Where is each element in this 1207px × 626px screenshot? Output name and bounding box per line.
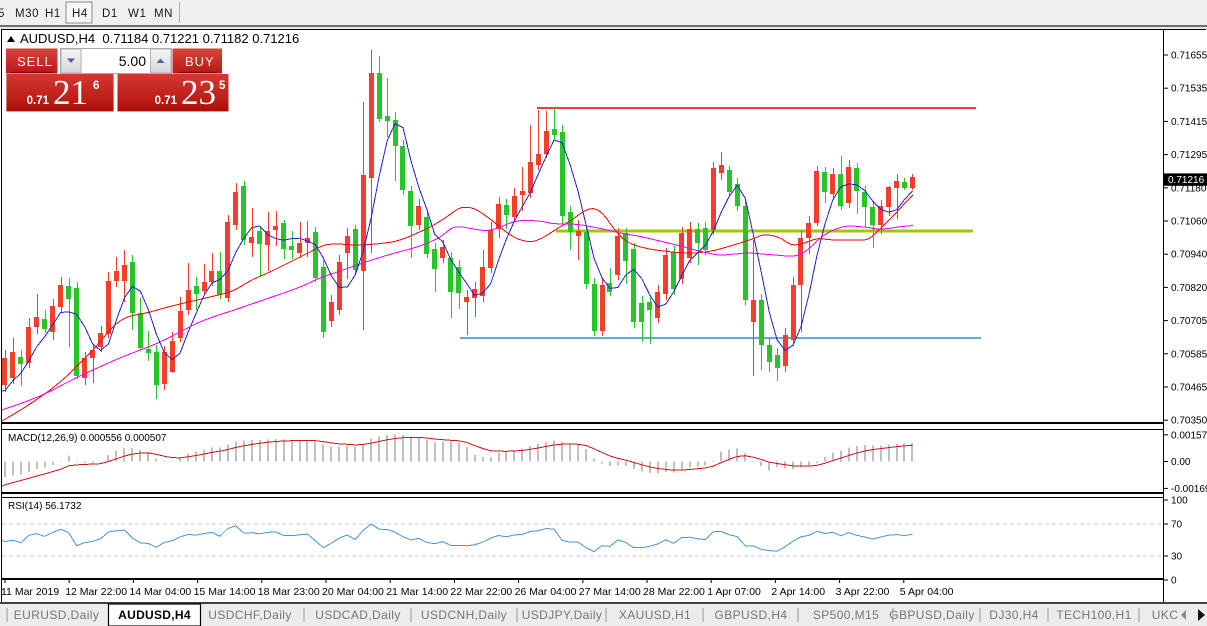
svg-text:20 Mar 04:00: 20 Mar 04:00 bbox=[322, 586, 384, 598]
svg-text:0.71060: 0.71060 bbox=[1171, 217, 1207, 228]
svg-text:0.70350: 0.70350 bbox=[1171, 416, 1207, 427]
svg-text:3 Apr 22:00: 3 Apr 22:00 bbox=[836, 586, 890, 598]
svg-text:0.70705: 0.70705 bbox=[1171, 316, 1207, 327]
svg-text:0.71415: 0.71415 bbox=[1171, 117, 1207, 128]
svg-text:26 Mar 04:00: 26 Mar 04:00 bbox=[515, 586, 577, 598]
svg-text:EURUSD,Daily: EURUSD,Daily bbox=[14, 608, 99, 622]
svg-text:100: 100 bbox=[1171, 496, 1188, 507]
svg-text:5.00: 5.00 bbox=[119, 53, 146, 69]
svg-text:D1: D1 bbox=[102, 8, 118, 20]
svg-text:USDCAD,Daily: USDCAD,Daily bbox=[315, 608, 400, 622]
svg-text:USDCNH,Daily: USDCNH,Daily bbox=[421, 608, 507, 622]
svg-text:H4: H4 bbox=[72, 8, 88, 20]
svg-text:1 Apr 07:00: 1 Apr 07:00 bbox=[707, 586, 761, 598]
svg-text:0.71216: 0.71216 bbox=[1168, 175, 1205, 186]
svg-text:GBPUSD,Daily: GBPUSD,Daily bbox=[889, 608, 974, 622]
svg-text:27 Mar 14:00: 27 Mar 14:00 bbox=[579, 586, 641, 598]
svg-text:0.71: 0.71 bbox=[155, 95, 178, 107]
svg-text:0.71295: 0.71295 bbox=[1171, 150, 1207, 161]
svg-text:AUDUSD,H4 0.71184 0.71221 0.7: AUDUSD,H4 0.71184 0.71221 0.71182 0.7121… bbox=[20, 31, 299, 46]
svg-text:SP500,M15: SP500,M15 bbox=[813, 608, 879, 622]
svg-text:M30: M30 bbox=[15, 8, 39, 20]
svg-text:0.70820: 0.70820 bbox=[1171, 283, 1207, 294]
svg-text:21: 21 bbox=[53, 73, 88, 112]
svg-text:XAUUSD,H1: XAUUSD,H1 bbox=[619, 608, 691, 622]
svg-text:H1: H1 bbox=[45, 8, 61, 20]
svg-text:70: 70 bbox=[1171, 520, 1183, 531]
svg-text:28 Mar 22:00: 28 Mar 22:00 bbox=[643, 586, 705, 598]
svg-text:RSI(14) 56.1732: RSI(14) 56.1732 bbox=[8, 501, 82, 512]
svg-text:6: 6 bbox=[93, 80, 99, 92]
svg-text:15 Mar 14:00: 15 Mar 14:00 bbox=[194, 586, 256, 598]
svg-text:MN: MN bbox=[154, 8, 173, 20]
svg-text:5: 5 bbox=[0, 8, 5, 20]
svg-text:0: 0 bbox=[1171, 576, 1177, 587]
svg-text:22 Mar 22:00: 22 Mar 22:00 bbox=[450, 586, 512, 598]
svg-text:0.71: 0.71 bbox=[27, 95, 50, 107]
svg-text:5 Apr 04:00: 5 Apr 04:00 bbox=[900, 586, 954, 598]
svg-text:21 Mar 14:00: 21 Mar 14:00 bbox=[386, 586, 448, 598]
svg-text:0.70940: 0.70940 bbox=[1171, 250, 1207, 261]
svg-text:MACD(12,26,9) 0.000556 0.00050: MACD(12,26,9) 0.000556 0.000507 bbox=[8, 433, 167, 444]
svg-text:AUDUSD,H4: AUDUSD,H4 bbox=[118, 608, 191, 622]
svg-text:2 Apr 14:00: 2 Apr 14:00 bbox=[771, 586, 825, 598]
svg-text:USDCHF,Daily: USDCHF,Daily bbox=[208, 608, 291, 622]
svg-text:GBPUSD,H4: GBPUSD,H4 bbox=[715, 608, 788, 622]
svg-text:0.00: 0.00 bbox=[1171, 457, 1191, 468]
svg-text:0.70585: 0.70585 bbox=[1171, 349, 1207, 360]
svg-text:0.001579: 0.001579 bbox=[1171, 430, 1207, 441]
svg-text:18 Mar 23:00: 18 Mar 23:00 bbox=[258, 586, 320, 598]
svg-text:DJ30,H4: DJ30,H4 bbox=[989, 608, 1039, 622]
svg-text:SELL: SELL bbox=[17, 54, 53, 69]
svg-text:14 Mar 04:00: 14 Mar 04:00 bbox=[129, 586, 191, 598]
svg-text:12 Mar 22:00: 12 Mar 22:00 bbox=[65, 586, 127, 598]
svg-text:23: 23 bbox=[181, 73, 216, 112]
svg-text:5: 5 bbox=[219, 80, 226, 92]
svg-text:0.70465: 0.70465 bbox=[1171, 383, 1207, 394]
svg-text:11 Mar 2019: 11 Mar 2019 bbox=[1, 586, 59, 598]
svg-text:0.71655: 0.71655 bbox=[1171, 51, 1207, 62]
svg-text:TECH100,H1: TECH100,H1 bbox=[1056, 608, 1131, 622]
svg-text:BUY: BUY bbox=[185, 54, 215, 69]
svg-text:0.71180: 0.71180 bbox=[1171, 183, 1207, 194]
svg-text:W1: W1 bbox=[128, 8, 146, 20]
svg-text:USDJPY,Daily: USDJPY,Daily bbox=[522, 608, 603, 622]
svg-text:30: 30 bbox=[1171, 552, 1183, 563]
svg-text:-0.001692: -0.001692 bbox=[1171, 484, 1207, 495]
svg-text:0.71535: 0.71535 bbox=[1171, 84, 1207, 95]
svg-text:UKC: UKC bbox=[1152, 608, 1179, 622]
